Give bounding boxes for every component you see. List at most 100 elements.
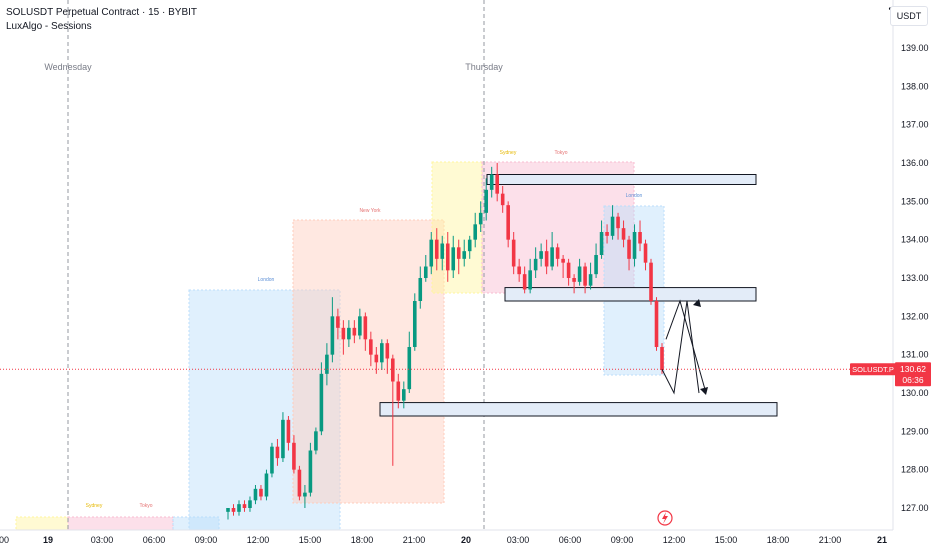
candle bbox=[506, 205, 510, 240]
time-axis bbox=[0, 530, 932, 550]
candle bbox=[610, 216, 615, 236]
day-label-thursday: Thursday bbox=[465, 62, 503, 72]
session-label: London bbox=[626, 193, 643, 199]
session-label: Tokyo bbox=[139, 503, 152, 509]
time-tick: 15:00 bbox=[299, 535, 322, 545]
candle bbox=[588, 274, 593, 286]
supply-demand-zone bbox=[486, 174, 757, 185]
price-tick: 133.00 bbox=[901, 273, 929, 283]
candle bbox=[577, 266, 582, 282]
candle bbox=[473, 224, 478, 240]
symbol-price-tag bbox=[850, 363, 897, 376]
projection-path-alt bbox=[665, 299, 707, 394]
chart-legend: SOLUSDT Perpetual Contract · 15 · BYBIT … bbox=[6, 6, 197, 34]
price-tick: 129.00 bbox=[901, 426, 929, 436]
time-tick: 12:00 bbox=[663, 535, 686, 545]
candle bbox=[385, 343, 390, 359]
indicator-label[interactable]: LuxAlgo - Sessions bbox=[6, 21, 92, 32]
candle bbox=[500, 193, 505, 206]
session-box-london bbox=[172, 516, 220, 532]
day-label-wednesday: Wednesday bbox=[44, 62, 92, 72]
candle bbox=[605, 232, 609, 236]
price-tick: 128.00 bbox=[901, 465, 929, 475]
candle bbox=[528, 270, 532, 290]
session-box-sydney bbox=[15, 516, 69, 532]
supply-demand-zone bbox=[504, 287, 757, 302]
candle bbox=[286, 419, 291, 443]
time-tick: 15:00 bbox=[715, 535, 738, 545]
time-tick: 03:00 bbox=[507, 535, 530, 545]
candle bbox=[561, 258, 565, 263]
candle bbox=[275, 446, 280, 459]
candle bbox=[363, 316, 368, 340]
candle bbox=[341, 327, 346, 340]
session-label: Sydney bbox=[500, 150, 517, 156]
time-tick: 09:00 bbox=[195, 535, 218, 545]
candle bbox=[654, 301, 659, 347]
supply-demand-zone bbox=[379, 402, 778, 417]
countdown-value: 06:36 bbox=[902, 375, 924, 385]
candle bbox=[445, 243, 450, 271]
price-tick: 139.00 bbox=[901, 43, 929, 53]
candle bbox=[401, 389, 406, 401]
time-tick: 21:00 bbox=[819, 535, 842, 545]
candle bbox=[594, 255, 598, 275]
time-tick: 09:00 bbox=[611, 535, 634, 545]
time-tick: 19 bbox=[43, 535, 53, 545]
time-tick: 18:00 bbox=[351, 535, 374, 545]
candle bbox=[467, 239, 472, 252]
candle bbox=[616, 216, 620, 229]
candle bbox=[511, 239, 516, 267]
candle bbox=[412, 301, 417, 347]
candle bbox=[369, 339, 373, 355]
price-tick: 130.00 bbox=[901, 388, 929, 398]
candle bbox=[583, 266, 587, 286]
symbol-tag-label: SOLUSDT.P bbox=[852, 365, 894, 374]
candle bbox=[319, 373, 324, 432]
candle bbox=[533, 258, 538, 271]
candle bbox=[297, 469, 302, 497]
candle bbox=[572, 278, 576, 282]
candle bbox=[539, 251, 543, 259]
currency-button[interactable]: USDT bbox=[890, 6, 928, 26]
lightning-bolt-icon bbox=[662, 512, 668, 524]
candle bbox=[627, 239, 631, 259]
session-label: Tokyo bbox=[554, 150, 567, 156]
candle bbox=[489, 174, 494, 190]
session-label: Sydney bbox=[86, 503, 103, 509]
candle bbox=[380, 343, 384, 363]
candle bbox=[374, 354, 379, 363]
candle bbox=[325, 354, 329, 374]
candle bbox=[643, 243, 648, 263]
candle bbox=[544, 251, 549, 267]
candle bbox=[396, 381, 401, 401]
candle bbox=[566, 262, 571, 278]
candle bbox=[550, 247, 554, 267]
price-tick: 135.00 bbox=[901, 196, 929, 206]
candle bbox=[281, 419, 285, 459]
price-tick: 131.00 bbox=[901, 350, 929, 360]
candle bbox=[347, 327, 351, 340]
candle bbox=[632, 232, 637, 259]
time-tick: 06:00 bbox=[559, 535, 582, 545]
arrow-head-icon bbox=[700, 387, 708, 395]
candle bbox=[495, 174, 499, 194]
time-tick: 00 bbox=[0, 535, 9, 545]
candle bbox=[660, 347, 664, 370]
symbol-title[interactable]: SOLUSDT Perpetual Contract · 15 · BYBIT bbox=[6, 7, 198, 18]
candle bbox=[231, 508, 236, 512]
arrow-head-icon bbox=[693, 299, 701, 307]
candle bbox=[259, 488, 263, 497]
price-axis bbox=[893, 0, 932, 550]
session-label: London bbox=[258, 277, 275, 283]
candle bbox=[264, 473, 269, 497]
session-box-tokyo bbox=[67, 516, 174, 532]
candle bbox=[358, 316, 362, 336]
lightning-icon bbox=[657, 510, 673, 526]
candle bbox=[391, 358, 395, 382]
candle bbox=[423, 266, 428, 278]
candle bbox=[336, 316, 340, 328]
candle bbox=[638, 232, 642, 244]
session-box-new-york bbox=[292, 219, 445, 504]
